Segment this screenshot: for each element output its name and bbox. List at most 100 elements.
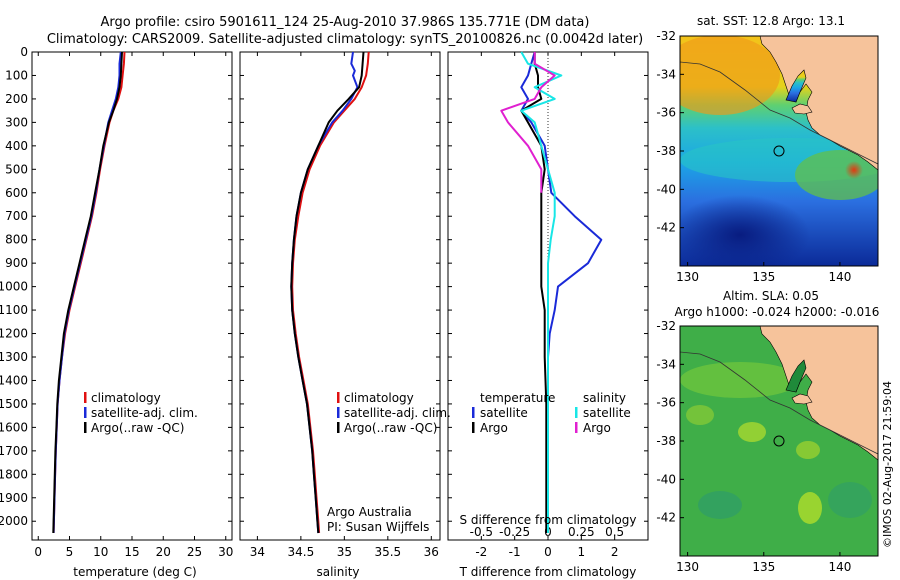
x-tick-label: 1 — [578, 545, 586, 559]
map-y-tick-label: -42 — [656, 511, 676, 525]
y-tick-label: 1500 — [0, 397, 28, 411]
y-tick-label: 1100 — [0, 303, 28, 317]
sst-gulf-spencer — [785, 69, 807, 103]
temperature-panel: 0100200300400500600700800900100011001200… — [0, 45, 233, 559]
t-difference-axis-label: T difference from climatology — [459, 565, 637, 579]
map-y-tick-label: -40 — [656, 472, 676, 486]
series-satellite-adj-clim — [52, 51, 122, 534]
legend-swatch-satellite-adj — [337, 407, 340, 418]
s-difference-axis-label: S difference from climatology — [460, 513, 637, 527]
pi-label: PI: Susan Wijffels — [327, 520, 429, 534]
map-x-tick-label: 135 — [752, 270, 775, 284]
sst-map-ticks: 130 135 140 -32 -34 -36 -38 -40 -42 — [656, 29, 851, 284]
x-tick-label: 2 — [611, 545, 619, 559]
temperature-axis-label: temperature (deg C) — [73, 565, 196, 579]
y-tick-label: 200 — [5, 92, 28, 106]
plot-frame — [239, 51, 441, 541]
s-tick-label: -0.25 — [499, 525, 530, 539]
s-tick-label: 0.5 — [605, 525, 624, 539]
sst-cold-core — [680, 195, 810, 266]
x-tick-label: 10 — [93, 545, 108, 559]
sla-patch-3 — [798, 492, 822, 524]
x-tick-label: 0 — [544, 545, 552, 559]
map-y-tick-label: -38 — [656, 434, 676, 448]
map-y-tick-label: -36 — [656, 396, 676, 410]
legend-label-s-argo: Argo — [583, 421, 611, 435]
sst-map — [680, 36, 878, 266]
series-temperature-satellite — [520, 51, 603, 533]
map-y-tick-label: -34 — [656, 357, 676, 371]
y-tick-label: 1400 — [0, 373, 28, 387]
header-line-2: Climatology: CARS2009. Satellite-adjuste… — [47, 32, 643, 47]
y-tick-label: 300 — [5, 115, 28, 129]
legend-swatch-s-satellite — [575, 407, 578, 418]
x-tick-label: 30 — [218, 545, 233, 559]
legend-header-temperature: temperature — [480, 391, 555, 405]
y-tick-label: 800 — [5, 233, 28, 247]
map-x-tick-label: 130 — [676, 560, 699, 574]
y-tick-label: 2000 — [0, 514, 28, 528]
sla-patch-1 — [738, 422, 766, 442]
map-x-tick-label: 130 — [676, 270, 699, 284]
series-climatology — [52, 51, 126, 534]
legend-label-t-satellite: satellite — [480, 406, 528, 420]
legend-label-climatology: climatology — [91, 391, 161, 405]
legend-label-satellite-adj: satellite-adj. clim. — [91, 406, 198, 420]
map-x-tick-label: 135 — [752, 560, 775, 574]
sla-low-1 — [698, 491, 742, 519]
sla-kangaroo-island — [791, 393, 813, 405]
y-tick-label: 1900 — [0, 491, 28, 505]
map-y-tick-label: -34 — [656, 67, 676, 81]
series-argo-raw-qc — [52, 51, 123, 534]
x-tick-label: 0 — [34, 545, 42, 559]
plot-frame — [31, 51, 233, 541]
legend-swatch-satellite-adj — [84, 407, 87, 418]
argo-australia-label: Argo Australia — [327, 505, 412, 519]
series-argo-raw-qc — [290, 51, 365, 534]
map-y-tick-label: -38 — [656, 144, 676, 158]
series-salinity-argo — [500, 52, 556, 193]
y-tick-label: 1000 — [0, 280, 28, 294]
x-tick-label: 25 — [187, 545, 202, 559]
legend-swatch-s-argo — [575, 422, 578, 433]
legend-label-argo: Argo(..raw -QC) — [344, 421, 437, 435]
x-tick-label: 34 — [250, 545, 265, 559]
x-tick-label: 35 — [337, 545, 352, 559]
map-y-tick-label: -40 — [656, 182, 676, 196]
y-tick-label: 400 — [5, 139, 28, 153]
series-temperature-argo — [520, 52, 548, 533]
sla-argo-marker — [773, 435, 785, 447]
sst-kangaroo-island — [791, 103, 813, 115]
s-tick-label: -0.5 — [470, 525, 493, 539]
legend-swatch-argo — [337, 422, 340, 433]
y-tick-label: 500 — [5, 162, 28, 176]
legend-swatch-t-satellite — [472, 407, 475, 418]
legend-label-satellite-adj: satellite-adj. clim. — [344, 406, 451, 420]
y-tick-label: 1800 — [0, 467, 28, 481]
map-y-tick-label: -32 — [656, 319, 676, 333]
map-y-tick-label: -32 — [656, 29, 676, 43]
s-tick-label: 0.25 — [568, 525, 595, 539]
sla-band-1 — [680, 362, 800, 398]
sla-patch-4 — [686, 405, 714, 425]
legend-label-t-argo: Argo — [480, 421, 508, 435]
sla-isobath — [680, 351, 878, 455]
salinity-legend: climatology satellite-adj. clim. Argo(..… — [327, 391, 451, 534]
sst-argo-marker — [773, 145, 785, 157]
sst-map-title: sat. SST: 12.8 Argo: 13.1 — [697, 14, 845, 28]
x-tick-label: 34.5 — [288, 545, 315, 559]
x-tick-label: 35.5 — [374, 545, 401, 559]
sla-map — [680, 326, 878, 556]
x-tick-label: -1 — [509, 545, 521, 559]
x-tick-label: 5 — [66, 545, 74, 559]
map-y-tick-label: -36 — [656, 106, 676, 120]
x-tick-label: 36 — [424, 545, 439, 559]
salinity-panel: 34 34.5 35 35.5 36 — [239, 51, 441, 559]
legend-label-s-satellite: satellite — [583, 406, 631, 420]
y-tick-label: 1200 — [0, 327, 28, 341]
y-tick-label: 900 — [5, 256, 28, 270]
series-salinity-satellite — [520, 51, 563, 533]
legend-label-argo: Argo(..raw -QC) — [91, 421, 184, 435]
